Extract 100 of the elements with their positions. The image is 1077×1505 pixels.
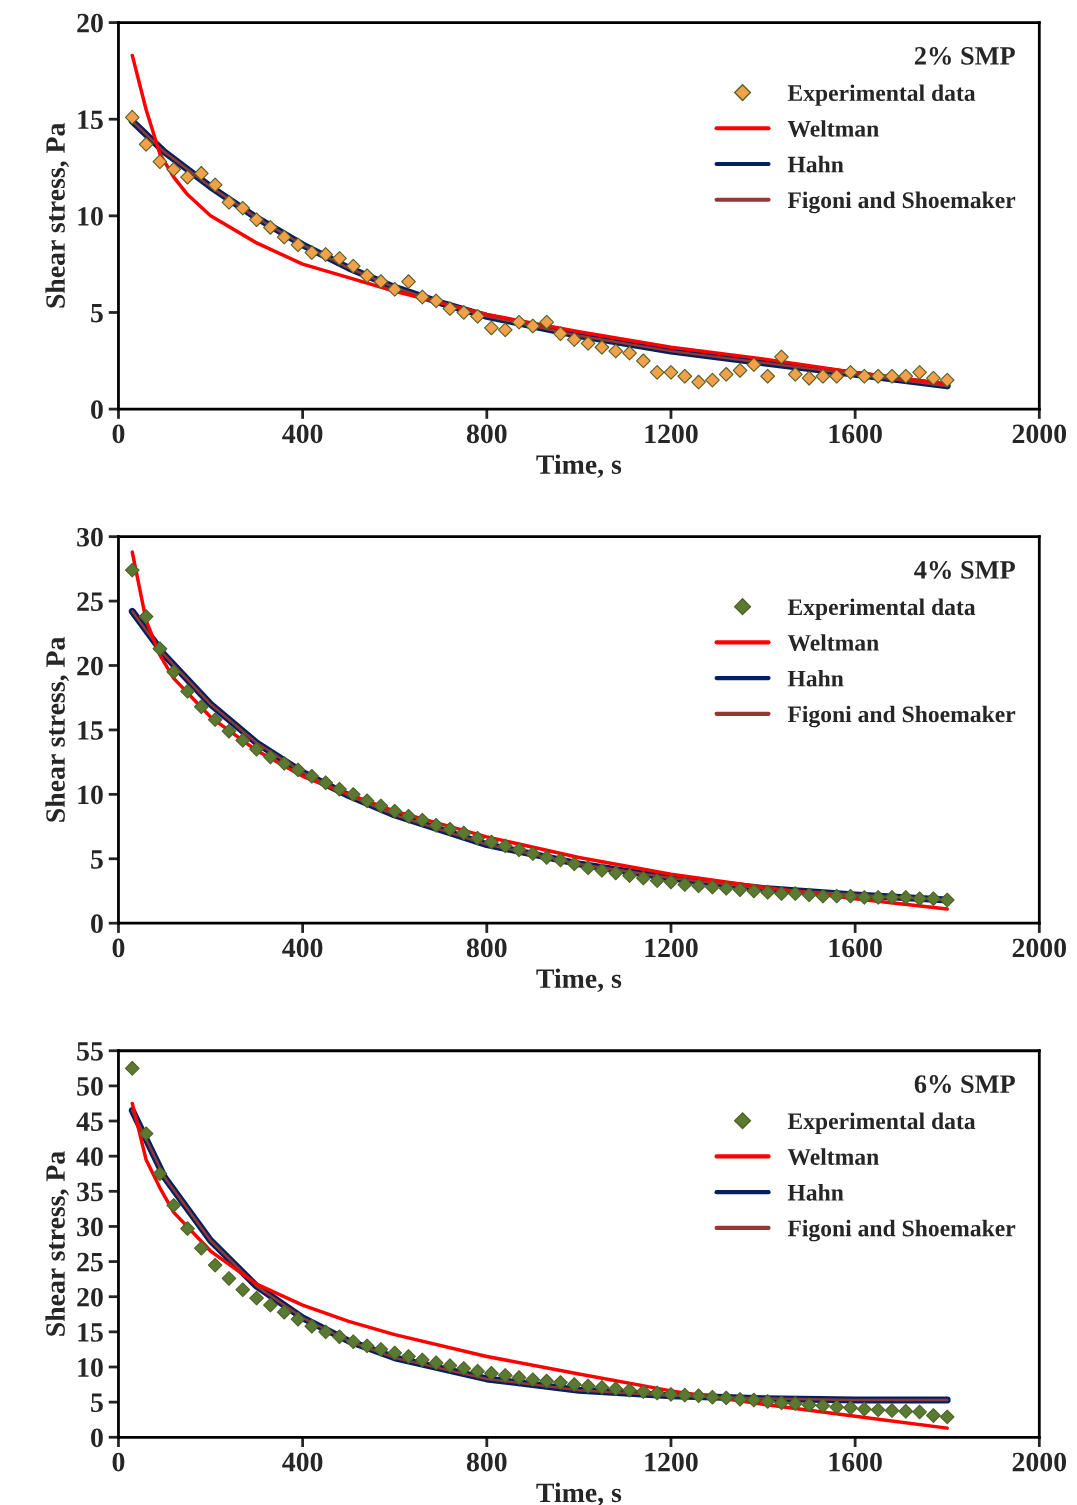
point — [442, 821, 458, 837]
x-tick-label: 2000 — [1012, 938, 1067, 958]
point — [608, 1381, 624, 1397]
y-tick-label: 0 — [91, 914, 103, 934]
x-axis-title: Time, s — [536, 968, 622, 993]
x-tick-label: 800 — [466, 1452, 507, 1472]
point — [843, 1400, 858, 1416]
point — [484, 834, 499, 850]
point — [926, 370, 941, 386]
y-tick-label: 20 — [77, 1287, 103, 1307]
point — [235, 1282, 251, 1298]
point — [525, 1372, 541, 1388]
point — [912, 1404, 927, 1420]
point — [235, 200, 251, 216]
y-tick-label: 0 — [91, 1428, 103, 1448]
point — [939, 1409, 955, 1425]
point — [276, 1304, 292, 1320]
point — [801, 887, 817, 903]
point — [774, 349, 789, 365]
point — [470, 308, 485, 324]
point — [304, 1318, 320, 1334]
point — [166, 664, 182, 680]
point — [332, 1329, 347, 1345]
point — [718, 1390, 734, 1406]
point — [414, 812, 430, 828]
point — [138, 609, 154, 624]
point — [290, 237, 306, 253]
y-tick-label: 45 — [76, 1112, 103, 1131]
point — [180, 169, 195, 185]
legend-label: Hahn — [787, 669, 844, 687]
point — [373, 1342, 389, 1357]
x-tick-label: 0 — [112, 1452, 125, 1472]
point — [345, 1334, 361, 1350]
y-tick-label: 55 — [77, 1042, 103, 1061]
point — [193, 699, 209, 715]
point — [566, 1377, 582, 1392]
y-tick-label: 10 — [78, 1358, 103, 1377]
x-tick-label: 1200 — [645, 1452, 698, 1472]
point — [732, 363, 748, 378]
point — [442, 301, 458, 316]
legend-label: Figoni and Shoemaker — [787, 705, 1016, 728]
legend-label: Weltman — [787, 120, 879, 137]
point — [912, 891, 927, 907]
point — [359, 268, 375, 284]
legend-label: Hahn — [787, 155, 844, 173]
point — [193, 165, 209, 181]
point — [691, 374, 706, 390]
point — [787, 886, 803, 901]
point — [276, 229, 292, 245]
y-tick-label: 15 — [78, 110, 103, 130]
point — [414, 1352, 430, 1368]
point — [787, 1396, 803, 1411]
x-tick-label: 800 — [466, 424, 507, 444]
y-tick-label: 10 — [78, 207, 103, 226]
point — [856, 1401, 872, 1417]
point — [373, 274, 389, 289]
point — [456, 1361, 472, 1376]
point — [829, 888, 845, 904]
point — [732, 1391, 748, 1407]
y-tick-label: 15 — [78, 721, 103, 740]
x-tick-label: 1600 — [829, 1452, 882, 1472]
point — [180, 683, 195, 699]
point — [815, 368, 831, 384]
point — [193, 1240, 209, 1256]
point — [387, 803, 403, 819]
y-axis-title: Shear stress, Pa — [45, 123, 69, 308]
point — [484, 320, 499, 336]
point — [263, 1297, 278, 1313]
point — [539, 314, 555, 330]
point — [594, 863, 610, 878]
point — [511, 314, 527, 330]
x-tick-label: 400 — [282, 1452, 323, 1472]
point — [608, 865, 624, 881]
point — [760, 1394, 776, 1409]
point — [124, 109, 140, 125]
point — [152, 154, 168, 170]
point — [649, 365, 665, 380]
legend-label: Experimental data — [787, 1112, 976, 1135]
point — [304, 245, 320, 260]
point — [497, 838, 513, 854]
x-tick-label: 0 — [112, 938, 125, 958]
point — [387, 1345, 403, 1361]
y-tick-label: 5 — [91, 850, 103, 869]
y-tick-label: 5 — [91, 1393, 103, 1413]
legend-label: Experimental data — [787, 598, 976, 620]
point — [829, 368, 845, 384]
point — [124, 562, 140, 578]
point — [622, 868, 637, 883]
point — [677, 368, 693, 384]
y-axis-title: Shear stress, Pa — [45, 637, 69, 822]
point — [290, 1311, 306, 1327]
legend-label: Figoni and Shoemaker — [787, 1219, 1016, 1242]
point — [138, 136, 154, 152]
x-tick-label: 400 — [282, 424, 323, 444]
point — [760, 368, 776, 384]
point — [856, 368, 872, 384]
point — [263, 749, 278, 765]
point — [870, 1402, 886, 1418]
point — [497, 322, 513, 338]
point — [926, 1408, 941, 1423]
